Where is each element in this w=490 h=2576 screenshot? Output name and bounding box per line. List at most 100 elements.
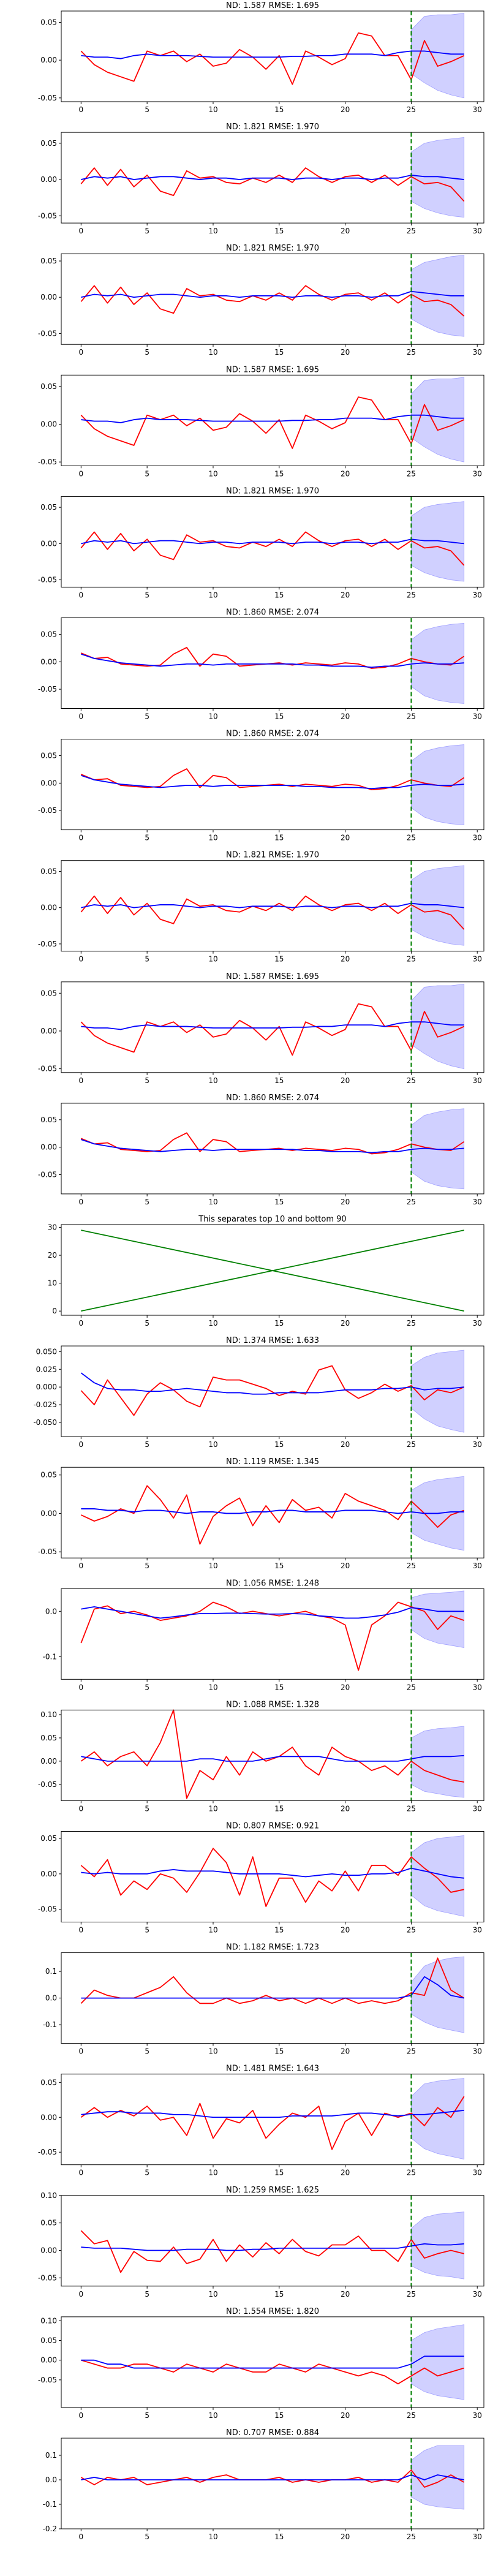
blue-series-line <box>81 902 464 908</box>
y-tick-label: -0.05 <box>38 94 57 102</box>
y-tick-label: 0.05 <box>40 18 57 27</box>
x-tick-label: 5 <box>145 834 149 842</box>
green-line-2 <box>81 1229 464 1312</box>
x-tick-label: 20 <box>341 1076 350 1085</box>
subplot-18: ND: 1.481 RMSE: 1.643 0 5 10 15 20 25 30 0.05 0.0… <box>38 2064 484 2177</box>
y-tick-label: 0.00 <box>40 1870 57 1878</box>
x-tick-label: 5 <box>145 1319 149 1328</box>
subplot-title: ND: 1.182 RMSE: 1.723 <box>226 1943 319 1952</box>
red-series-line <box>80 32 465 85</box>
x-tick-label: 15 <box>274 2047 284 2056</box>
blue-series-line <box>81 2355 464 2369</box>
y-tick-label: 0.1 <box>45 1967 57 1976</box>
subplot-title: ND: 1.860 RMSE: 2.074 <box>226 1093 319 1103</box>
x-tick-label: 10 <box>208 591 217 599</box>
x-tick-label: 25 <box>407 712 416 721</box>
x-tick-label: 30 <box>473 2533 482 2541</box>
x-tick-label: 10 <box>208 1440 217 1449</box>
red-series-line <box>80 285 465 317</box>
x-tick-label: 25 <box>407 348 416 357</box>
y-tick-label: -0.05 <box>38 1171 57 1179</box>
blue-series-line <box>81 1976 464 1999</box>
y-tick-label: 0.00 <box>40 56 57 64</box>
axes-frame <box>61 739 484 831</box>
axes-frame <box>61 2438 484 2529</box>
x-tick-label: 15 <box>274 1319 284 1328</box>
x-tick-label: 5 <box>145 1683 149 1691</box>
x-tick-label: 5 <box>145 2290 149 2298</box>
y-tick-label: -0.05 <box>38 1905 57 1914</box>
x-tick-label: 30 <box>473 105 482 114</box>
x-tick-label: 5 <box>145 2411 149 2420</box>
red-series-line <box>80 1003 465 1056</box>
x-tick-label: 20 <box>341 2047 350 2056</box>
subplot-6: ND: 1.860 RMSE: 2.074 0 5 10 15 20 25 30 0.05 0.0… <box>38 608 484 721</box>
x-tick-label: 20 <box>341 1683 350 1691</box>
axes-frame <box>61 981 484 1073</box>
x-tick-label: 5 <box>145 2533 149 2541</box>
x-tick-label: 15 <box>274 1562 284 1570</box>
x-tick-label: 25 <box>407 227 416 235</box>
x-tick-label: 15 <box>274 227 284 235</box>
red-series-line <box>80 1485 464 1545</box>
y-tick-label: -0.05 <box>38 2376 57 2384</box>
x-tick-label: 20 <box>341 469 350 478</box>
x-tick-label: 15 <box>274 348 284 357</box>
y-tick-label: 0.00 <box>40 1757 57 1766</box>
subplot-7: ND: 1.860 RMSE: 2.074 0 5 10 15 20 25 30 0.05 0.0… <box>38 730 484 842</box>
subplot-title: ND: 1.860 RMSE: 2.074 <box>226 608 319 618</box>
x-tick-label: 25 <box>407 1926 416 1935</box>
confidence-band <box>411 137 465 218</box>
x-tick-label: 20 <box>341 2533 350 2541</box>
x-tick-label: 0 <box>79 1319 84 1328</box>
x-tick-label: 10 <box>208 2411 217 2420</box>
blue-series-line <box>81 414 464 423</box>
x-tick-label: 20 <box>341 2290 350 2298</box>
x-tick-label: 15 <box>274 2169 284 2177</box>
x-tick-label: 25 <box>407 1804 416 1813</box>
red-series-line <box>80 2230 464 2273</box>
x-tick-label: 10 <box>208 2169 217 2177</box>
confidence-band <box>411 865 465 946</box>
subplot-10: ND: 1.860 RMSE: 2.074 0 5 10 15 20 25 30 0.05 0.0… <box>38 1093 484 1206</box>
y-tick-label: 0.10 <box>40 1710 57 1719</box>
y-tick-label: -0.05 <box>38 1547 57 1556</box>
x-tick-label: 5 <box>145 1198 149 1206</box>
x-tick-label: 15 <box>274 469 284 478</box>
y-tick-label: 0 <box>52 1307 57 1315</box>
y-tick-label: 0.00 <box>40 2113 57 2121</box>
axes-frame <box>61 618 484 709</box>
x-tick-label: 30 <box>473 712 482 721</box>
y-tick-label: 0.05 <box>40 1471 57 1479</box>
y-tick-label: 0.00 <box>40 1509 57 1517</box>
y-tick-label: 0.00 <box>40 175 57 184</box>
x-tick-label: 25 <box>407 1076 416 1085</box>
y-tick-label: 0.00 <box>40 1027 57 1035</box>
x-tick-label: 20 <box>341 1319 350 1328</box>
y-tick-label: -0.05 <box>38 1780 57 1789</box>
blue-series-line <box>81 1021 464 1030</box>
subplot-title: ND: 1.587 RMSE: 1.695 <box>226 365 319 374</box>
y-tick-label: -0.1 <box>43 2020 57 2029</box>
blue-series-line <box>81 50 464 59</box>
y-tick-label: 0.05 <box>40 989 57 997</box>
y-tick-label: -0.05 <box>38 1065 57 1073</box>
y-tick-label: -0.05 <box>38 211 57 220</box>
y-tick-label: 0.05 <box>40 2219 57 2227</box>
subplot-title: ND: 1.259 RMSE: 1.625 <box>226 2186 319 2195</box>
x-tick-label: 30 <box>473 1926 482 1935</box>
blue-series-line <box>81 1754 464 1762</box>
y-tick-label: 0.00 <box>40 2246 57 2254</box>
x-tick-label: 30 <box>473 955 482 964</box>
y-tick-label: -0.05 <box>38 2273 57 2282</box>
x-tick-label: 0 <box>79 348 84 357</box>
x-tick-label: 0 <box>79 2411 84 2420</box>
y-tick-label: 0.0 <box>45 2476 57 2484</box>
x-tick-label: 15 <box>274 591 284 599</box>
subplot-title: ND: 1.088 RMSE: 1.328 <box>226 1700 319 1709</box>
x-tick-label: 10 <box>208 834 217 842</box>
subplot-3: ND: 1.821 RMSE: 1.970 0 5 10 15 20 25 30 0.05 0.0… <box>38 244 484 357</box>
y-tick-label: 0.05 <box>40 382 57 391</box>
axes-frame <box>61 1588 484 1680</box>
